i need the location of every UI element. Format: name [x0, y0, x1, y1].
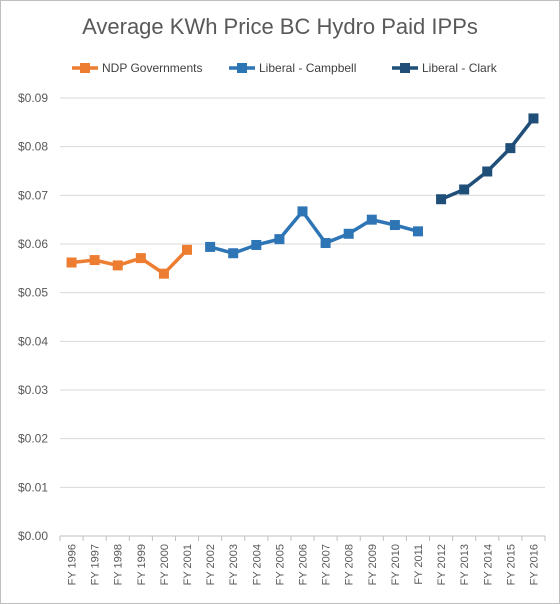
x-tick-label: FY 2000 — [159, 544, 171, 585]
x-tick-label: FY 1998 — [113, 544, 125, 585]
x-tick-label: FY 2011 — [413, 544, 425, 585]
legend-swatch-marker — [80, 63, 90, 73]
legend-label: Liberal - Campbell — [259, 61, 356, 75]
y-tick-label: $0.02 — [18, 432, 48, 446]
y-tick-label: $0.03 — [18, 383, 48, 397]
data-point — [274, 234, 285, 245]
data-point — [205, 241, 216, 252]
x-tick-label: FY 1997 — [90, 544, 102, 585]
data-point — [389, 220, 400, 231]
x-tick-label: FY 2003 — [228, 544, 240, 585]
legend: NDP Governments Liberal - Campbell Liberal… — [72, 61, 498, 75]
x-tick-label: FY 2001 — [182, 544, 194, 585]
data-point — [228, 248, 239, 259]
legend-entry: Liberal - Clark — [392, 61, 498, 75]
data-point — [251, 239, 262, 250]
y-tick-label: $0.09 — [18, 91, 48, 105]
data-point — [528, 113, 539, 124]
x-axis-ticks: FY 1996 FY 1997 FY 1998 FY 1999 FY 2000 FY 20… — [59, 536, 546, 585]
y-tick-label: $0.05 — [18, 286, 48, 300]
series-line-0 — [71, 248, 189, 276]
x-tick-label: FY 2013 — [459, 544, 471, 585]
data-point — [112, 260, 123, 271]
x-tick-label: FY 2004 — [251, 544, 263, 585]
y-tick-label: $0.07 — [18, 188, 48, 202]
legend-swatch-marker — [237, 63, 247, 73]
data-point — [436, 194, 447, 205]
data-point — [320, 238, 331, 249]
data-point — [182, 244, 193, 255]
legend-entry: NDP Governments — [72, 61, 202, 75]
data-point — [482, 166, 493, 177]
legend-swatch-marker — [400, 63, 410, 73]
series-line-1 — [209, 209, 419, 255]
legend-label: NDP Governments — [102, 61, 202, 75]
legend-label: Liberal - Clark — [422, 61, 498, 75]
series-lines — [66, 113, 539, 279]
chart-title: Average KWh Price BC Hydro Paid IPPs — [82, 14, 478, 39]
y-tick-label: $0.01 — [18, 480, 48, 494]
y-tick-label: $0.06 — [18, 237, 48, 251]
x-tick-label: FY 1999 — [136, 544, 148, 585]
y-tick-label: $0.00 — [18, 529, 48, 543]
x-tick-label: FY 2014 — [482, 544, 494, 585]
y-tick-label: $0.08 — [18, 140, 48, 154]
x-tick-label: FY 2016 — [528, 544, 540, 585]
y-axis-ticks: $0.00 $0.01 $0.02 $0.03 $0.04 $0.05 $0.06 $0.07… — [18, 91, 48, 543]
x-tick-label: FY 2012 — [436, 544, 448, 585]
data-point — [366, 214, 377, 225]
y-tick-label: $0.04 — [18, 334, 48, 348]
series-line-2 — [440, 117, 535, 201]
data-point — [135, 253, 146, 264]
x-tick-label: FY 2009 — [367, 544, 379, 585]
data-point — [66, 257, 77, 268]
gridlines — [60, 97, 545, 537]
x-tick-label: FY 2005 — [274, 544, 286, 585]
x-tick-label: FY 2015 — [505, 544, 517, 585]
x-tick-label: FY 2007 — [321, 544, 333, 585]
data-point — [459, 184, 470, 195]
data-point — [412, 226, 423, 237]
data-point — [158, 268, 169, 279]
x-tick-label: FY 2008 — [344, 544, 356, 585]
x-tick-label: FY 2002 — [205, 544, 217, 585]
data-point — [343, 228, 354, 239]
data-point — [297, 206, 308, 217]
data-point — [89, 255, 100, 266]
legend-entry: Liberal - Campbell — [229, 61, 356, 75]
data-point — [505, 143, 516, 154]
x-tick-label: FY 2010 — [390, 544, 402, 585]
x-tick-label: FY 2006 — [298, 544, 310, 585]
x-tick-label: FY 1996 — [67, 544, 79, 585]
